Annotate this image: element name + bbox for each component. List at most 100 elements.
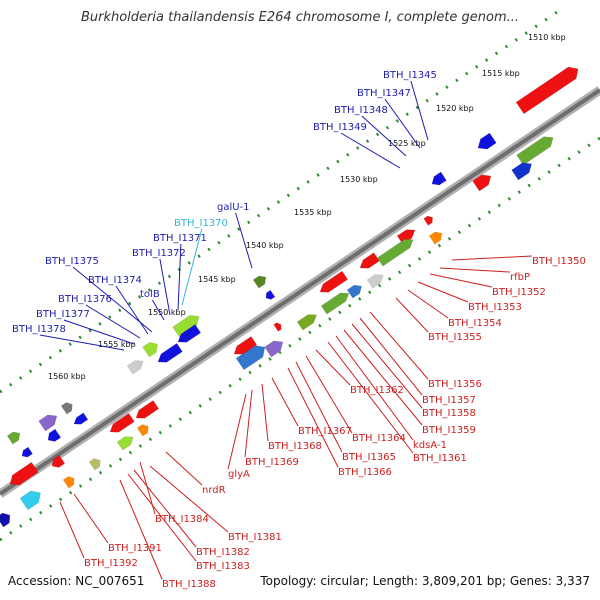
gene-label[interactable]: BTH_I1365	[342, 452, 396, 463]
gene-block[interactable]	[0, 510, 13, 528]
gene-block[interactable]	[296, 311, 319, 331]
gene-label[interactable]: BTH_I1392	[84, 558, 138, 569]
gene-block[interactable]	[136, 422, 151, 437]
kbp-ticks: 1510 kbp 1515 kbp 1520 kbp 1525 kbp 1530 kbp…	[48, 33, 566, 381]
gene-label[interactable]: BTH_I1376	[58, 294, 112, 305]
gene-block[interactable]	[346, 282, 364, 299]
label-connector	[59, 501, 85, 559]
gene-block[interactable]	[88, 456, 103, 471]
gene-label[interactable]: BTH_I1388	[162, 579, 216, 590]
gene-label[interactable]: BTH_I1381	[228, 532, 282, 543]
gene-label[interactable]: BTH_I1370	[174, 218, 228, 229]
gene-label[interactable]: BTH_I1352	[492, 287, 546, 298]
gene-label[interactable]: BTH_I1377	[36, 309, 90, 320]
gene-label[interactable]: BTH_I1369	[245, 457, 299, 468]
gene-label[interactable]: tolB	[140, 289, 160, 300]
label-connector	[271, 377, 299, 427]
gene-block[interactable]	[6, 429, 23, 445]
gene-label[interactable]: BTH_I1368	[268, 441, 322, 452]
gene-label[interactable]: nrdR	[202, 485, 226, 496]
gene-label[interactable]: BTH_I1350	[532, 256, 586, 267]
gene-label[interactable]: galU-1	[217, 202, 250, 213]
label-connector	[361, 115, 407, 157]
gene-block[interactable]	[357, 252, 380, 272]
gene-block[interactable]	[116, 433, 136, 451]
gene-block[interactable]	[317, 270, 349, 296]
gene-block[interactable]	[320, 289, 351, 315]
gene-label[interactable]: BTH_I1362	[350, 385, 404, 396]
gene-label[interactable]: BTH_I1372	[132, 248, 186, 259]
gene-label[interactable]: BTH_I1378	[12, 324, 66, 335]
gene-block[interactable]	[366, 271, 386, 289]
gene-label[interactable]: BTH_I1354	[448, 318, 502, 329]
gene-label[interactable]: BTH_I1359	[422, 425, 476, 436]
gene-block[interactable]	[172, 311, 203, 338]
gene-label[interactable]: BTH_I1357	[422, 395, 476, 406]
gene-block[interactable]	[423, 214, 435, 226]
gene-block[interactable]	[264, 289, 276, 301]
label-connector	[327, 341, 414, 454]
gene-label[interactable]: glyA	[228, 469, 250, 480]
kbp-tick-label: 1515 kbp	[482, 69, 520, 78]
gene-block[interactable]	[7, 461, 39, 489]
gene-label[interactable]: BTH_I1366	[338, 467, 392, 478]
gene-block[interactable]	[515, 63, 582, 115]
gene-block[interactable]	[475, 132, 497, 153]
gene-label[interactable]: BTH_I1375	[45, 256, 99, 267]
gene-label[interactable]: BTH_I1384	[155, 514, 209, 525]
gene-block[interactable]	[231, 336, 258, 358]
gene-block[interactable]	[19, 487, 44, 511]
gene-block[interactable]	[142, 339, 161, 358]
gene-block[interactable]	[49, 454, 66, 470]
gene-label[interactable]: BTH_I1349	[313, 122, 367, 133]
gene-block[interactable]	[133, 400, 160, 422]
gene-label[interactable]: rfbP	[510, 272, 530, 283]
gene-label[interactable]: BTH_I1356	[428, 379, 482, 390]
gene-block[interactable]	[126, 357, 146, 375]
gene-label[interactable]: BTH_I1353	[468, 302, 522, 313]
gene-label[interactable]: BTH_I1347	[357, 88, 411, 99]
gene-block[interactable]	[72, 412, 89, 427]
gene-label[interactable]: BTH_I1355	[428, 332, 482, 343]
gene-label[interactable]: BTH_I1382	[196, 547, 250, 558]
label-connector	[340, 132, 401, 169]
kbp-tick-label: 1555 kbp	[98, 340, 136, 349]
kbp-dot-line	[0, 8, 561, 394]
gene-block[interactable]	[155, 342, 183, 366]
gene-label[interactable]: BTH_I1371	[153, 233, 207, 244]
gene-label[interactable]: BTH_I1364	[352, 433, 406, 444]
gene-block[interactable]	[264, 337, 287, 358]
gene-block[interactable]	[472, 171, 495, 192]
gene-block[interactable]	[107, 412, 135, 436]
gene-label[interactable]: kdsA-1	[413, 440, 447, 451]
gene-block[interactable]	[45, 428, 62, 444]
gene-label[interactable]: BTH_I1358	[422, 408, 476, 419]
gene-block[interactable]	[428, 229, 445, 245]
gene-block[interactable]	[38, 411, 61, 432]
gene-label[interactable]: BTH_I1348	[334, 105, 388, 116]
gene-label[interactable]: BTH_I1383	[196, 561, 250, 572]
kbp-tick-label: 1560 kbp	[48, 372, 86, 381]
gene-block[interactable]	[273, 321, 283, 332]
gene-label[interactable]: BTH_I1367	[298, 426, 352, 437]
kbp-tick-label: 1545 kbp	[198, 275, 236, 284]
gene-label[interactable]: BTH_I1361	[413, 453, 467, 464]
kbp-tick-label: 1550 kbp	[148, 308, 186, 317]
gene-block[interactable]	[252, 273, 269, 289]
label-connector	[351, 323, 423, 409]
gene-label[interactable]: BTH_I1374	[88, 275, 142, 286]
gene-block[interactable]	[511, 159, 535, 181]
gene-block[interactable]	[429, 171, 447, 188]
gene-label[interactable]: BTH_I1345	[383, 70, 437, 81]
gene-block[interactable]	[60, 400, 75, 415]
gene-block[interactable]	[175, 324, 202, 346]
label-connector	[369, 311, 429, 380]
label-connector	[305, 355, 353, 434]
gene-block[interactable]	[20, 446, 33, 459]
gene-block[interactable]	[62, 474, 77, 489]
gene-block[interactable]	[376, 236, 416, 267]
label-connector	[417, 281, 469, 303]
gene-labels: BTH_I1345 BTH_I1347 BTH_I1348 BTH_I1349 galU…	[12, 70, 586, 590]
gene-label[interactable]: BTH_I1391	[108, 543, 162, 554]
label-connector	[127, 473, 197, 562]
